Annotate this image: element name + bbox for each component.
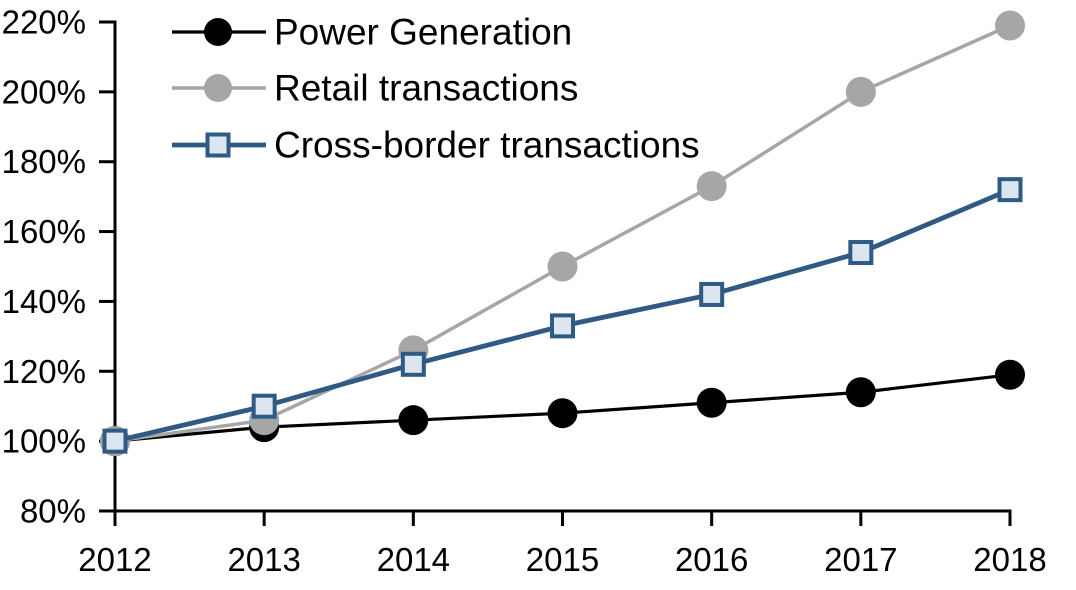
y-axis-tick-label: 160%: [2, 213, 86, 250]
y-axis-tick-label: 140%: [2, 283, 86, 320]
y-axis-tick-label: 200%: [2, 73, 86, 110]
legend-label-power-generation: Power Generation: [274, 12, 572, 53]
legend-label-cross-border-transactions: Cross-border transactions: [274, 125, 700, 166]
x-axis-tick-label: 2014: [377, 541, 450, 578]
x-axis-tick-label: 2017: [824, 541, 897, 578]
series-cross-border-transactions: [102, 177, 1023, 454]
x-axis-tick-label: 2018: [973, 541, 1046, 578]
y-axis-tick-label: 180%: [2, 143, 86, 180]
marker-circle-retail-transactions: [845, 76, 876, 107]
marker-circle-retail-transactions: [204, 74, 232, 102]
x-axis-tick-label: 2015: [526, 541, 599, 578]
legend-item-cross-border-transactions: Cross-border transactions: [172, 125, 700, 166]
marker-circle-power-generation: [696, 387, 727, 418]
y-axis-tick-label: 120%: [2, 353, 86, 390]
marker-circle-retail-transactions: [696, 171, 727, 202]
x-axis-tick-label: 2013: [227, 541, 300, 578]
legend-item-retail-transactions: Retail transactions: [172, 68, 578, 109]
marker-circle-power-generation: [845, 377, 876, 408]
marker-square-cross-border-transactions: [848, 240, 874, 266]
marker-circle-power-generation: [547, 398, 578, 429]
marker-square-cross-border-transactions: [699, 281, 725, 307]
y-axis-tick-label: 220%: [2, 4, 86, 41]
marker-circle-retail-transactions: [995, 10, 1025, 41]
marker-circle-power-generation: [398, 405, 429, 436]
series-power-generation: [100, 359, 1025, 457]
marker-square-cross-border-transactions: [205, 132, 231, 158]
y-axis-tick-label: 80%: [20, 493, 86, 530]
legend: Power Generation Retail transactions Cross…: [172, 12, 700, 166]
marker-circle-power-generation: [995, 359, 1025, 390]
legend-label-retail-transactions: Retail transactions: [274, 68, 578, 109]
legend-item-power-generation: Power Generation: [172, 12, 572, 53]
marker-square-cross-border-transactions: [102, 428, 128, 454]
x-axis-tick-label: 2012: [78, 541, 151, 578]
marker-circle-retail-transactions: [547, 251, 578, 282]
y-axis-tick-label: 100%: [2, 423, 86, 460]
marker-square-cross-border-transactions: [400, 351, 426, 377]
marker-square-cross-border-transactions: [550, 313, 575, 339]
marker-square-cross-border-transactions: [251, 393, 277, 419]
marker-circle-power-generation: [204, 18, 232, 46]
x-axis-tick-label: 2016: [675, 541, 748, 578]
marker-square-cross-border-transactions: [997, 177, 1023, 203]
